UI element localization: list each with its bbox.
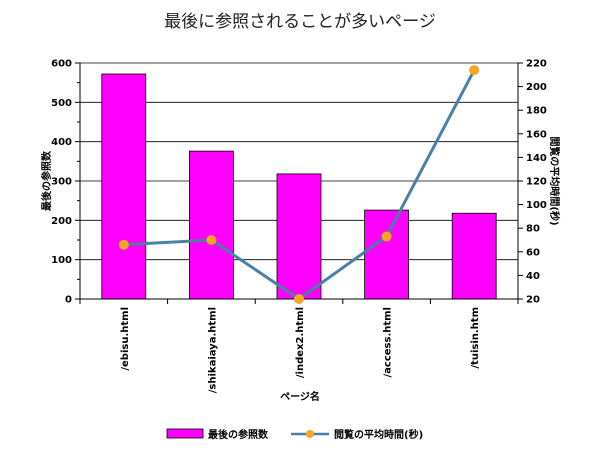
legend-swatch-bar <box>166 428 204 439</box>
line-marker <box>294 294 304 304</box>
legend-swatch-marker <box>306 430 314 438</box>
x-tick-label: /tuisin.htm <box>470 307 481 369</box>
bar-series <box>101 73 497 300</box>
y-tick-label: 0 <box>65 295 72 306</box>
y2-tick-label: 20 <box>526 295 540 306</box>
legend-label-line: 閲覧の平均時間(秒) <box>334 428 423 441</box>
chart-title: 最後に参照されることが多いページ <box>164 12 436 32</box>
y2-tick-label: 200 <box>526 82 547 93</box>
y2-tick-label: 100 <box>526 200 547 211</box>
line-marker <box>469 65 480 76</box>
y2-tick-label: 120 <box>526 177 547 188</box>
legend-label-bar: 最後の参照数 <box>208 428 269 441</box>
y2-tick-label: 80 <box>526 224 540 235</box>
line-marker <box>118 239 129 250</box>
bar <box>451 212 497 300</box>
y-axis-title: 最後の参照数 <box>40 150 53 211</box>
x-axis-title: ページ名 <box>280 390 320 403</box>
x-tick-label: /index2.html <box>295 307 306 378</box>
y2-tick-label: 160 <box>526 129 547 140</box>
x-tick-label: /access.html <box>383 307 394 378</box>
y-tick-label: 600 <box>51 59 72 70</box>
y-tick-label: 200 <box>51 216 72 227</box>
y2-tick-label: 40 <box>526 271 540 282</box>
y-tick-label: 300 <box>51 177 72 188</box>
y-tick-label: 400 <box>51 137 72 148</box>
bar <box>101 73 147 300</box>
line-marker <box>206 235 217 245</box>
y2-tick-label: 60 <box>526 247 540 258</box>
axis-labels: 0 100 200 300 400 500 600 20 40 60 80 100 120 140 160 1… <box>51 59 547 394</box>
legend: 最後の参照数 閲覧の平均時間(秒) <box>166 428 423 441</box>
y2-tick-label: 140 <box>526 153 547 164</box>
x-tick-label: /ebisu.html <box>120 307 131 371</box>
line-marker <box>381 231 392 242</box>
y2-tick-label: 180 <box>526 106 547 117</box>
y-tick-label: 100 <box>51 255 72 266</box>
bar <box>364 209 410 300</box>
y2-tick-label: 220 <box>526 59 547 70</box>
y-tick-label: 500 <box>51 98 72 109</box>
x-tick-label: /shikaiaya.html <box>207 307 218 393</box>
y2-axis-title: 閲覧の平均時間(秒) <box>548 136 561 225</box>
line-series <box>118 65 480 304</box>
bar <box>276 173 322 300</box>
bar <box>188 150 234 300</box>
